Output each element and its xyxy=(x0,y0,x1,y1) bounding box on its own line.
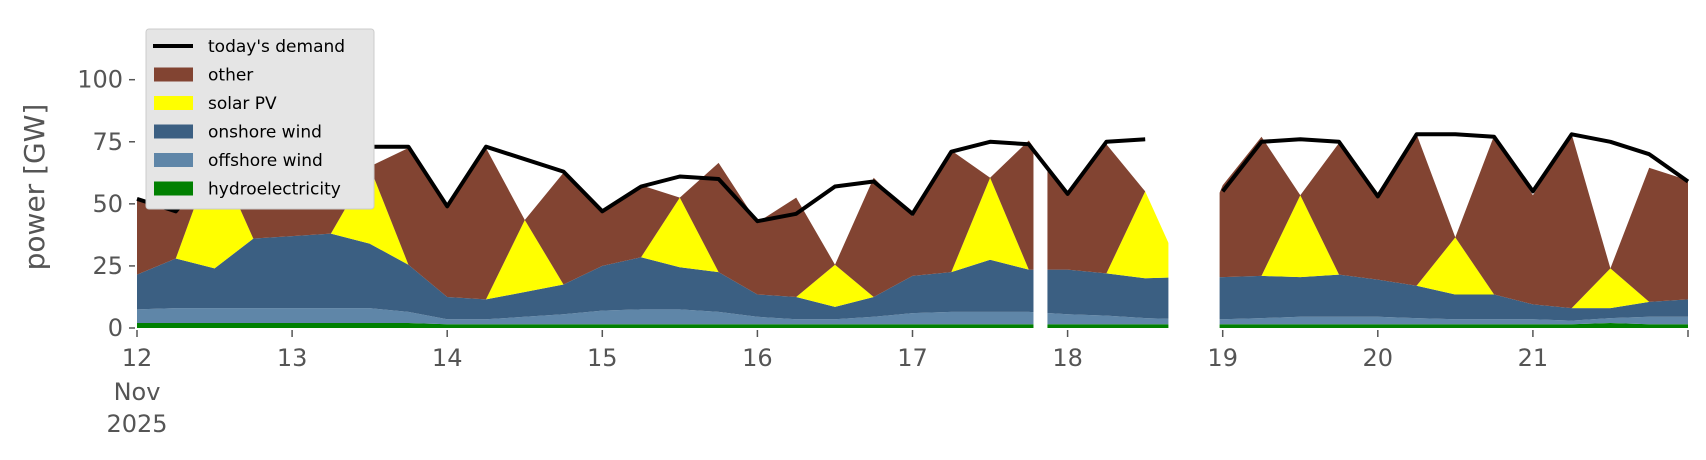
legend-label: solar PV xyxy=(208,94,277,114)
x-tick-label: 16 xyxy=(742,344,773,372)
x-tick-label: 12 xyxy=(122,344,153,372)
area-onshore-wind xyxy=(137,233,1688,321)
legend-box xyxy=(145,28,375,210)
area-offshore-wind xyxy=(137,308,1688,325)
legend-label: hydroelectricity xyxy=(208,180,341,200)
area-hydroelectricity xyxy=(137,323,1688,328)
x-tick-label: 13 xyxy=(277,344,308,372)
x-tick-label: 18 xyxy=(1052,344,1083,372)
y-tick-label: 75 xyxy=(92,128,123,156)
demand-line xyxy=(1221,132,1690,199)
legend-swatch xyxy=(154,67,193,82)
data-gap xyxy=(1168,35,1220,328)
x-tick-label: 15 xyxy=(587,344,618,372)
data-gap xyxy=(1033,35,1048,328)
x-tick-label: 20 xyxy=(1363,344,1394,372)
legend-swatch xyxy=(154,181,193,196)
legend-label: today's demand xyxy=(208,37,345,57)
legend-swatch xyxy=(154,124,193,139)
legend-label: other xyxy=(208,66,253,86)
x-tick-sublabel: Nov xyxy=(114,378,161,406)
y-tick-label: 100 xyxy=(77,66,123,94)
y-tick-label: 50 xyxy=(92,190,123,218)
legend-swatch xyxy=(154,153,193,167)
stacked-areas xyxy=(137,35,1688,328)
x-tick-label: 17 xyxy=(897,344,928,372)
x-axis: 12 Nov 2025 13 14 15 16 17 18 19 20 21 xyxy=(106,330,1689,438)
y-axis-title: power [GW] xyxy=(18,104,51,271)
legend-label: onshore wind xyxy=(208,123,322,143)
area-other xyxy=(137,126,1688,309)
x-tick-label: 14 xyxy=(432,344,463,372)
x-tick-label: 21 xyxy=(1518,344,1549,372)
y-tick-label: 0 xyxy=(108,314,123,342)
legend-swatch xyxy=(154,96,193,110)
y-axis: 0 25 50 75 100 xyxy=(77,66,135,342)
x-tick-label: 19 xyxy=(1207,344,1238,372)
area-solar-pv xyxy=(137,151,1688,309)
x-tick-sublabel: 2025 xyxy=(106,410,167,438)
y-tick-label: 25 xyxy=(92,252,123,280)
legend: today's demand other solar PV onshore wind o… xyxy=(145,28,375,210)
legend-label: offshore wind xyxy=(208,151,323,171)
